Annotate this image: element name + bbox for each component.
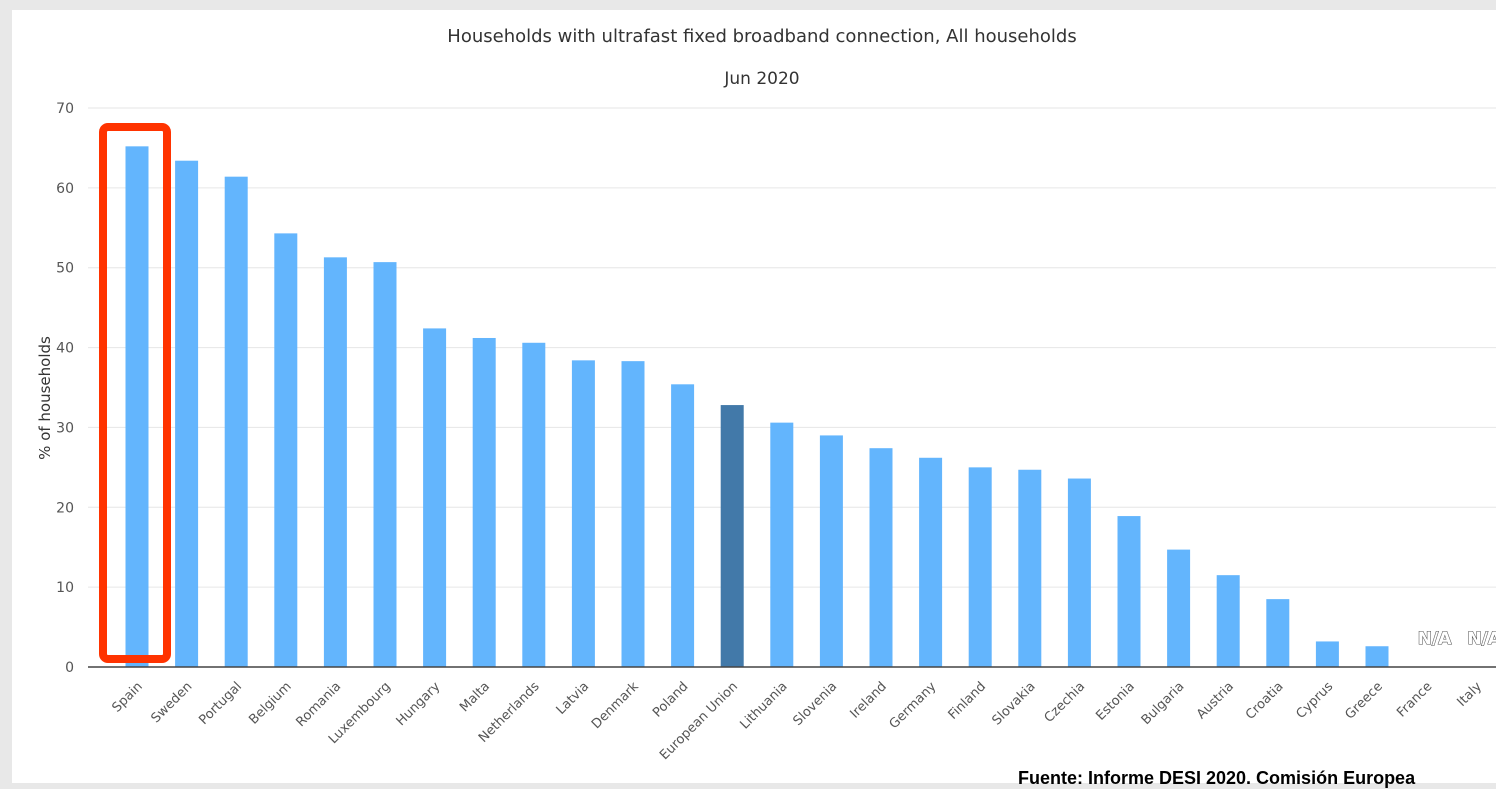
bar-poland — [671, 384, 694, 667]
x-tick-label: Italy — [1454, 679, 1485, 710]
bar-chart: Households with ultrafast fixed broadban… — [12, 10, 1496, 783]
bar-austria — [1217, 575, 1240, 667]
x-tick-label: Greece — [1342, 679, 1385, 722]
x-tick-label: Spain — [110, 679, 146, 715]
x-tick-label: Poland — [650, 679, 691, 720]
x-tick-label: Austria — [1194, 679, 1237, 722]
x-tick-label: Latvia — [554, 679, 593, 718]
y-tick-label: 10 — [56, 580, 74, 596]
y-axis-label: % of households — [36, 336, 54, 460]
x-tick-label: Sweden — [148, 679, 195, 726]
x-tick-label: Germany — [887, 679, 940, 732]
bar-denmark — [622, 361, 645, 667]
y-tick-label: 20 — [56, 500, 74, 516]
na-label-france: N/A — [1418, 629, 1452, 649]
x-tick-label: Bulgaria — [1139, 679, 1188, 728]
source-note: Fuente: Informe DESI 2020. Comisión Euro… — [1018, 768, 1415, 789]
bar-croatia — [1266, 599, 1289, 667]
x-tick-label: Denmark — [589, 679, 642, 732]
bar-luxembourg — [374, 262, 397, 667]
x-tick-label: Hungary — [394, 679, 444, 729]
x-tick-label: Croatia — [1243, 679, 1287, 723]
x-tick-label: France — [1394, 679, 1435, 720]
bar-estonia — [1118, 516, 1141, 667]
y-tick-label: 50 — [56, 261, 74, 277]
bar-slovenia — [820, 435, 843, 667]
chart-panel: Households with ultrafast fixed broadban… — [12, 10, 1496, 783]
bars: N/A N/A — [126, 146, 1496, 667]
bar-czechia — [1068, 479, 1091, 667]
y-tick-label: 60 — [56, 181, 74, 197]
bar-malta — [473, 338, 496, 667]
bar-european-union — [721, 405, 744, 667]
y-tick-label: 0 — [65, 660, 74, 676]
bar-spain — [126, 146, 149, 667]
bar-cyprus — [1316, 641, 1339, 667]
bar-slovakia — [1018, 470, 1041, 667]
chart-subtitle: Jun 2020 — [723, 69, 799, 89]
bar-romania — [324, 257, 347, 667]
bar-portugal — [225, 177, 248, 667]
x-tick-label: Ireland — [847, 679, 889, 721]
chart-title: Households with ultrafast fixed broadban… — [447, 26, 1076, 47]
bar-belgium — [274, 233, 297, 667]
y-axis-ticks: 0 10 20 30 40 50 60 70 — [56, 101, 74, 676]
na-label-italy: N/A — [1467, 629, 1496, 649]
bar-finland — [969, 467, 992, 667]
x-tick-label: Czechia — [1042, 679, 1089, 726]
bar-sweden — [175, 161, 198, 667]
bar-germany — [919, 458, 942, 667]
x-tick-label: Cyprus — [1294, 679, 1337, 722]
y-tick-label: 40 — [56, 341, 74, 357]
bar-hungary — [423, 328, 446, 667]
x-tick-label: Portugal — [196, 679, 245, 728]
x-tick-label: Estonia — [1093, 679, 1137, 723]
x-tick-label: Romania — [293, 679, 344, 730]
x-tick-label: Slovenia — [790, 679, 840, 729]
y-tick-label: 70 — [56, 101, 74, 117]
x-tick-label: Belgium — [246, 679, 294, 727]
x-tick-label: Lithuania — [737, 679, 790, 732]
x-tick-label: Finland — [946, 679, 989, 722]
bar-netherlands — [522, 343, 545, 667]
y-tick-label: 30 — [56, 420, 74, 436]
bar-bulgaria — [1167, 550, 1190, 667]
bar-lithuania — [770, 423, 793, 667]
bar-latvia — [572, 360, 595, 667]
bar-greece — [1366, 646, 1389, 667]
x-tick-label: Slovakia — [989, 679, 1038, 728]
x-tick-label: Malta — [457, 679, 493, 715]
bar-ireland — [870, 448, 893, 667]
